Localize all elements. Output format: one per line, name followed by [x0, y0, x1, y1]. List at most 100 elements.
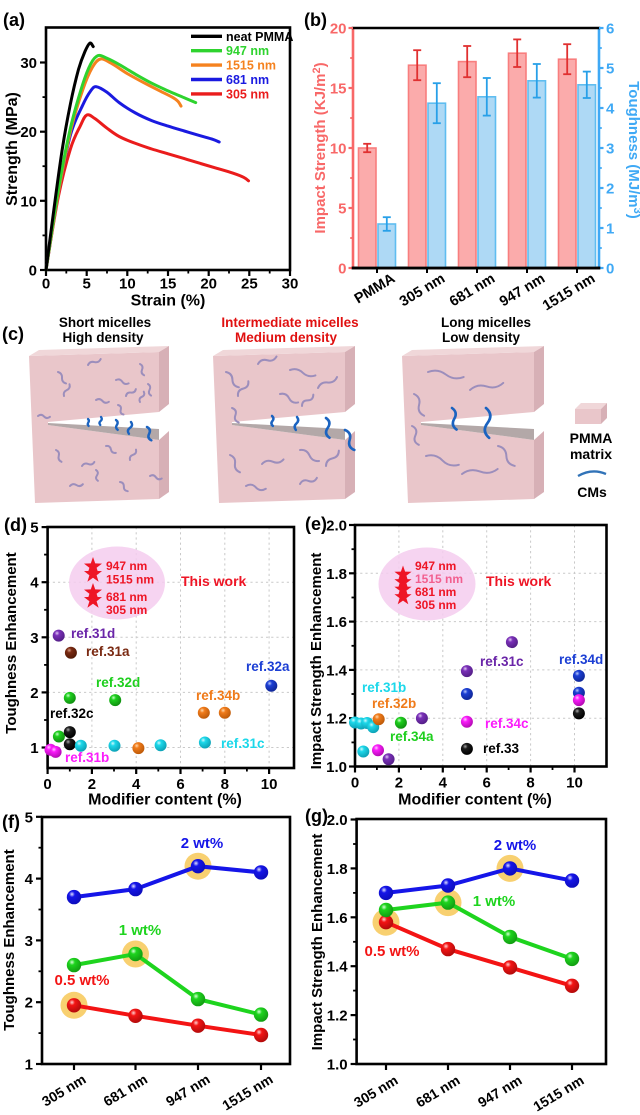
svg-text:Impact Strength (KJ/m2): Impact Strength (KJ/m2): [311, 62, 329, 233]
svg-text:1: 1: [30, 740, 38, 757]
svg-text:305 nm: 305 nm: [106, 603, 147, 617]
svg-text:0: 0: [42, 276, 50, 293]
svg-text:matrix: matrix: [570, 446, 612, 462]
svg-text:1515 nm: 1515 nm: [415, 572, 463, 586]
svg-text:681 nm: 681 nm: [415, 585, 456, 599]
svg-text:This work: This work: [181, 573, 247, 589]
svg-text:Long micelles: Long micelles: [441, 315, 531, 330]
svg-text:2: 2: [30, 685, 38, 702]
svg-text:1.8: 1.8: [327, 861, 348, 878]
svg-text:Impact Strength Enhancement: Impact Strength Enhancement: [308, 553, 325, 770]
svg-text:30: 30: [282, 276, 299, 293]
svg-text:6: 6: [483, 775, 491, 792]
svg-text:2.0: 2.0: [326, 518, 347, 535]
svg-text:3: 3: [30, 630, 38, 647]
svg-text:1.6: 1.6: [327, 910, 348, 927]
svg-text:4: 4: [25, 871, 34, 888]
svg-text:0: 0: [351, 775, 359, 792]
svg-text:ref.31d: ref.31d: [71, 626, 115, 641]
svg-text:1: 1: [25, 1057, 33, 1074]
svg-text:15: 15: [330, 81, 347, 98]
svg-text:Short micelles: Short micelles: [59, 315, 151, 330]
svg-text:947 nm: 947 nm: [106, 559, 147, 573]
svg-text:681 nm: 681 nm: [106, 590, 147, 604]
svg-text:Modifier content (%): Modifier content (%): [398, 792, 552, 809]
svg-text:1515 nm: 1515 nm: [226, 59, 276, 73]
svg-text:CMs: CMs: [577, 484, 607, 500]
svg-text:Toughness Enhancement: Toughness Enhancement: [3, 552, 20, 733]
svg-text:Low density: Low density: [442, 330, 520, 345]
svg-text:Strain (%): Strain (%): [131, 293, 206, 310]
svg-text:0: 0: [606, 261, 614, 278]
svg-text:Toughness (MJ/m3): Toughness (MJ/m3): [625, 81, 640, 219]
svg-text:8: 8: [221, 776, 229, 793]
svg-text:1 wt%: 1 wt%: [119, 922, 162, 939]
svg-text:ref.31c: ref.31c: [221, 736, 265, 751]
svg-text:(a): (a): [3, 10, 25, 30]
svg-text:2: 2: [395, 775, 403, 792]
svg-text:Impact Strength Enhancement: Impact Strength Enhancement: [309, 834, 326, 1051]
svg-text:0: 0: [29, 263, 37, 280]
svg-text:ref.34d: ref.34d: [559, 652, 603, 667]
svg-text:4: 4: [606, 101, 615, 118]
svg-text:ref.31a: ref.31a: [86, 644, 130, 659]
svg-text:(f): (f): [2, 812, 20, 832]
svg-text:(g): (g): [305, 806, 328, 826]
svg-text:5: 5: [338, 201, 346, 218]
svg-text:30: 30: [20, 55, 37, 72]
svg-text:2 wt%: 2 wt%: [494, 837, 537, 854]
svg-text:5: 5: [25, 809, 33, 826]
svg-text:3: 3: [25, 933, 33, 950]
svg-text:3: 3: [606, 141, 614, 158]
svg-text:1.8: 1.8: [326, 566, 347, 583]
svg-text:5: 5: [30, 520, 38, 537]
svg-text:0: 0: [43, 776, 51, 793]
svg-text:0.5 wt%: 0.5 wt%: [54, 972, 109, 989]
svg-text:10: 10: [566, 775, 583, 792]
svg-text:1.2: 1.2: [326, 711, 347, 728]
svg-text:15: 15: [160, 276, 177, 293]
svg-text:1.4: 1.4: [326, 662, 348, 679]
svg-text:2.0: 2.0: [327, 812, 348, 829]
svg-text:Medium density: Medium density: [235, 330, 338, 345]
svg-text:10: 10: [119, 276, 136, 293]
svg-text:1.4: 1.4: [327, 959, 349, 976]
svg-text:(b): (b): [304, 10, 327, 30]
svg-text:20: 20: [200, 276, 217, 293]
svg-text:305 nm: 305 nm: [415, 598, 456, 612]
svg-text:Intermediate micelles: Intermediate micelles: [221, 315, 358, 330]
svg-text:ref.34a: ref.34a: [390, 729, 434, 744]
svg-text:1.6: 1.6: [326, 614, 347, 631]
svg-text:5: 5: [606, 61, 614, 78]
svg-text:20: 20: [20, 124, 37, 141]
svg-text:ref.34b: ref.34b: [196, 688, 240, 703]
svg-text:4: 4: [439, 775, 448, 792]
svg-text:0.5 wt%: 0.5 wt%: [364, 943, 419, 960]
svg-text:1: 1: [606, 221, 614, 238]
svg-text:ref.31b: ref.31b: [65, 750, 109, 765]
svg-text:1 wt%: 1 wt%: [473, 893, 516, 910]
svg-text:This work: This work: [486, 573, 552, 589]
svg-text:0: 0: [338, 261, 346, 278]
svg-text:ref.31c: ref.31c: [480, 654, 524, 669]
svg-text:305 nm: 305 nm: [226, 87, 269, 101]
svg-text:10: 10: [20, 193, 37, 210]
svg-text:1.0: 1.0: [327, 1057, 348, 1074]
svg-text:High density: High density: [62, 330, 143, 345]
svg-text:(c): (c): [2, 324, 24, 344]
svg-text:2: 2: [88, 776, 96, 793]
svg-text:2: 2: [25, 995, 33, 1012]
svg-text:25: 25: [241, 276, 258, 293]
svg-text:20: 20: [330, 21, 347, 38]
svg-text:(e): (e): [305, 514, 327, 534]
svg-text:PMMA: PMMA: [570, 430, 613, 446]
svg-text:6: 6: [176, 776, 184, 793]
svg-text:2 wt%: 2 wt%: [181, 835, 224, 852]
svg-text:neat PMMA: neat PMMA: [226, 30, 293, 44]
svg-text:8: 8: [526, 775, 534, 792]
svg-text:2: 2: [606, 181, 614, 198]
svg-text:ref.34c: ref.34c: [485, 716, 529, 731]
svg-text:6: 6: [606, 21, 614, 38]
svg-text:4: 4: [132, 776, 141, 793]
svg-text:Strength (MPa): Strength (MPa): [4, 92, 21, 206]
